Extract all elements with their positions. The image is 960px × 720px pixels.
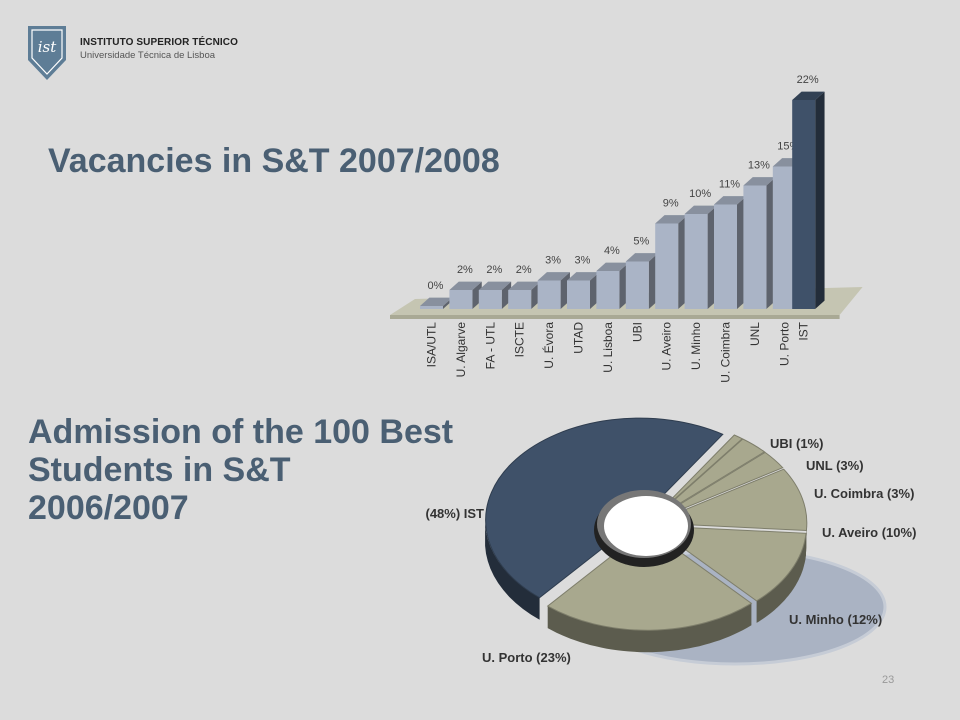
bar-top <box>655 215 688 224</box>
slice-side <box>756 533 806 623</box>
bar-front <box>743 185 767 309</box>
bar-value-label: 2% <box>516 264 532 276</box>
bar-top <box>420 297 453 306</box>
slice-label: U. Aveiro (10%) <box>822 525 916 540</box>
category-label: FA - UTL <box>483 322 497 370</box>
bar-front <box>508 290 532 309</box>
university-name: Universidade Técnica de Lisboa <box>80 50 216 61</box>
ist-logo: ist <box>28 26 66 80</box>
bar-14 <box>792 91 825 309</box>
category-label: U. Porto <box>777 322 791 366</box>
slice-label: UNL (3%) <box>806 458 864 473</box>
bar-value-label: 0% <box>428 280 444 292</box>
donut-chart-title: Admission of the 100 Best Students in S&… <box>28 413 454 527</box>
slice-top <box>650 438 766 522</box>
bar-value-label: 9% <box>663 198 679 210</box>
bar-front <box>625 261 649 309</box>
bar-front <box>684 214 708 309</box>
bar-value-label: 10% <box>689 188 711 200</box>
donut-slice-3 <box>651 451 784 522</box>
bar-value-label: 3% <box>575 255 591 267</box>
donut-slice-5 <box>650 525 807 623</box>
slice-label: (48%) IST <box>425 506 484 521</box>
bar-top <box>743 177 776 186</box>
bar-top <box>625 253 659 262</box>
bar-front <box>655 223 679 309</box>
category-label: UTAD <box>572 322 586 354</box>
bar-value-label: 11% <box>719 179 740 191</box>
page-number: 23 <box>882 674 895 686</box>
category-label: U. Aveiro <box>660 322 674 371</box>
bar-top <box>714 196 747 205</box>
bar-value-label: 13% <box>748 160 770 172</box>
slice-side <box>547 603 752 653</box>
category-label: U. Lisboa <box>601 322 615 373</box>
bar-top <box>684 205 717 214</box>
slice-side <box>485 523 540 620</box>
bar-top <box>478 281 512 290</box>
bar-value-label: 22% <box>797 74 819 86</box>
donut-slice-4 <box>652 468 808 553</box>
slice-label: U. Coimbra (3%) <box>814 486 914 501</box>
category-label: IST <box>797 321 811 340</box>
chart-floor-edge <box>390 315 840 319</box>
category-label: U. Minho <box>689 322 703 370</box>
bar-value-label: 2% <box>486 264 502 276</box>
donut-hole <box>604 496 688 556</box>
bar-value-label: 4% <box>604 245 620 257</box>
bar-front <box>772 166 796 309</box>
bar-top <box>449 281 482 290</box>
category-label: U. Coimbra <box>719 322 733 383</box>
category-label: ISCTE <box>513 322 527 357</box>
bar-front <box>567 280 590 309</box>
category-label: U. Évora <box>541 322 556 369</box>
slice-label: UBI (1%) <box>770 436 823 451</box>
bar-value-label: 3% <box>545 255 561 267</box>
category-label: UNL <box>748 322 762 346</box>
bar-front <box>596 271 620 309</box>
bar-top <box>508 281 541 290</box>
bar-top <box>567 272 600 281</box>
category-label: U. Algarve <box>454 322 468 378</box>
institution-name: INSTITUTO SUPERIOR TÉCNICO <box>80 37 238 48</box>
slice-label: U. Minho (12%) <box>789 612 882 627</box>
bar-side <box>815 91 825 309</box>
bar-top <box>596 262 629 271</box>
bar-front <box>537 280 561 309</box>
bar-top <box>792 91 825 100</box>
slice-top <box>652 468 808 532</box>
bar-front <box>420 306 443 309</box>
bar-top <box>537 272 570 281</box>
bar-front <box>449 290 473 309</box>
slice-top <box>546 527 753 631</box>
category-label: ISA/UTL <box>425 322 439 368</box>
bar-value-label: 2% <box>457 264 473 276</box>
bar-front <box>478 290 502 309</box>
bar-value-label: 5% <box>633 236 649 248</box>
donut-slice-6 <box>546 527 753 653</box>
slice-top <box>651 451 784 522</box>
slice-top <box>650 525 807 602</box>
bar-chart-title: Vacancies in S&T 2007/2008 <box>48 142 500 180</box>
donut-slice-2 <box>650 438 766 522</box>
bar-front <box>714 204 737 309</box>
logo-text: ist <box>38 38 57 56</box>
category-label: UBI <box>630 322 644 342</box>
slice-label: U. Porto (23%) <box>482 650 571 665</box>
bar-front <box>792 100 816 309</box>
